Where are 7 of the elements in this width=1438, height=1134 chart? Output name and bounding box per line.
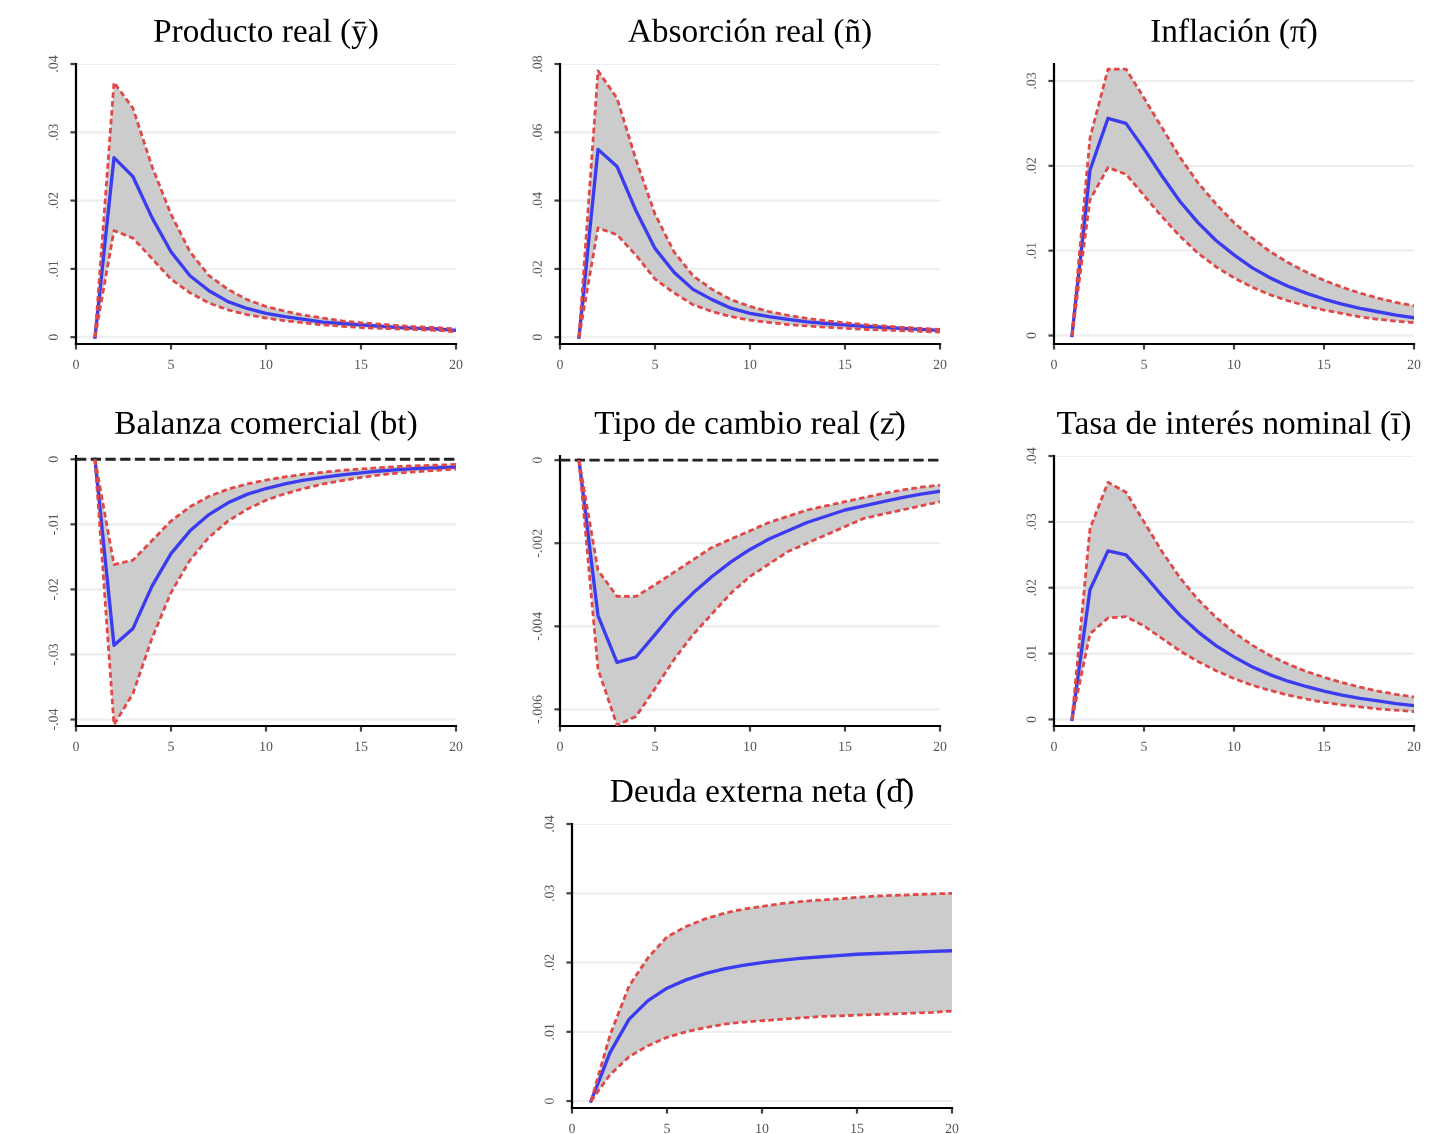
chart-title: Deuda externa neta (d̂)	[610, 778, 913, 809]
chart-title: Balanza comercial (bt)	[115, 410, 417, 441]
chart-title: Absorción real (ñ)	[628, 18, 871, 49]
chart-title: Tipo de cambio real (z̄)	[594, 410, 905, 441]
chart-title: Producto real (ȳ)	[154, 18, 378, 49]
chart-title: Inflación (π̂)	[1151, 18, 1317, 49]
chart-title: Tasa de interés nominal (ī)	[1057, 410, 1410, 441]
